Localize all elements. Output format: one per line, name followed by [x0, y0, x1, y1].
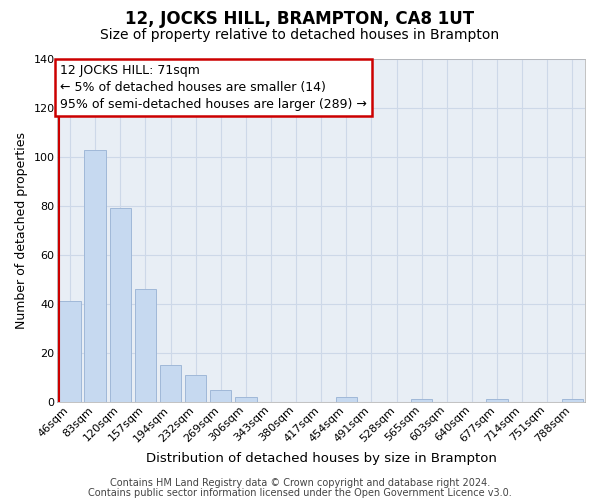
- Text: 12, JOCKS HILL, BRAMPTON, CA8 1UT: 12, JOCKS HILL, BRAMPTON, CA8 1UT: [125, 10, 475, 28]
- Bar: [411, 400, 433, 402]
- Bar: [235, 397, 257, 402]
- Bar: [210, 390, 232, 402]
- Bar: [59, 302, 80, 402]
- Bar: [110, 208, 131, 402]
- X-axis label: Distribution of detached houses by size in Brampton: Distribution of detached houses by size …: [146, 452, 497, 465]
- Bar: [135, 289, 156, 402]
- Bar: [185, 375, 206, 402]
- Text: Contains HM Land Registry data © Crown copyright and database right 2024.: Contains HM Land Registry data © Crown c…: [110, 478, 490, 488]
- Bar: [160, 365, 181, 402]
- Text: Size of property relative to detached houses in Brampton: Size of property relative to detached ho…: [100, 28, 500, 42]
- Y-axis label: Number of detached properties: Number of detached properties: [15, 132, 28, 329]
- Bar: [85, 150, 106, 402]
- Bar: [335, 397, 357, 402]
- Bar: [562, 400, 583, 402]
- Text: 12 JOCKS HILL: 71sqm
← 5% of detached houses are smaller (14)
95% of semi-detach: 12 JOCKS HILL: 71sqm ← 5% of detached ho…: [60, 64, 367, 111]
- Bar: [487, 400, 508, 402]
- Text: Contains public sector information licensed under the Open Government Licence v3: Contains public sector information licen…: [88, 488, 512, 498]
